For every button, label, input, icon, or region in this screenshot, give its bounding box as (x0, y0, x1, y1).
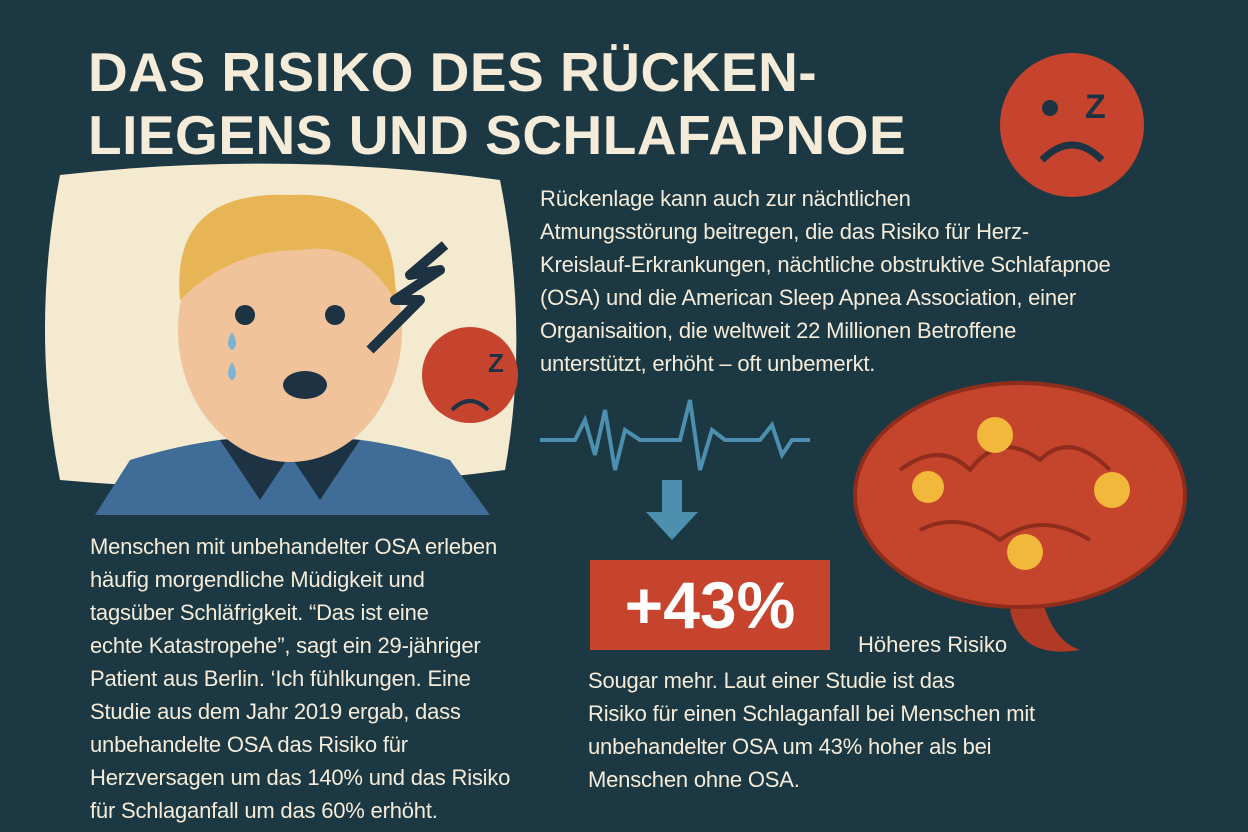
text-line: Sougar mehr. Laut einer Studie ist das (588, 668, 955, 693)
star (1094, 472, 1130, 508)
star (1007, 534, 1043, 570)
hair (179, 194, 396, 300)
text-line: häufig morgendliche Müdigkeit und (90, 567, 425, 592)
mouth (283, 371, 327, 399)
frown (1039, 141, 1105, 163)
text-line: echte Katastropehe”, sagt ein 29-jährige… (90, 633, 481, 658)
eye (1042, 100, 1058, 116)
z-icon: Z (1085, 88, 1106, 126)
text-line: tagsüber Schläfrigkeit. “Das ist eine (90, 600, 429, 625)
star (977, 417, 1013, 453)
text-line: unterstützt, erhöht – oft unbemerkt. (540, 351, 876, 376)
text-line: Patient aus Berlin. ‘Ich fühlkungen. Ein… (90, 666, 471, 691)
arrow (646, 480, 698, 540)
shirt (95, 435, 490, 515)
brain (853, 381, 1187, 609)
text-line: unbehandelter OSA um 43% hoher als bei (588, 734, 992, 759)
text-line: Kreislauf-Erkrankungen, nächtliche obstr… (540, 252, 1111, 277)
eye (325, 305, 345, 325)
sad-face-large (1000, 53, 1144, 197)
star (912, 471, 944, 503)
text-line: Rückenlage kann auch zur nächtlichen (540, 186, 911, 211)
tears (228, 332, 236, 380)
stars (912, 417, 1130, 570)
heartbeat (540, 399, 810, 471)
stat-label: Höheres Risiko (858, 632, 1008, 657)
intro-text: Rückenlage kann auch zur nächtlichen Atmu… (540, 182, 1111, 380)
text-line: Herzversagen um das 140% und das Risiko (90, 765, 511, 790)
title-line: LIEGENS UND SCHLAFAPNOE (88, 104, 907, 166)
face (178, 198, 402, 462)
eye (235, 305, 255, 325)
zigzag (366, 241, 449, 354)
text-line: Menschen ohne OSA. (588, 767, 800, 792)
text-line: (OSA) und die American Sleep Apnea Assoc… (540, 285, 1077, 310)
text-line: Organisaition, die weltweit 22 Millionen… (540, 318, 1017, 343)
text-line: Menschen mit unbehandelter OSA erleben (90, 534, 497, 559)
text-line: Risiko für einen Schlaganfall bei Mensch… (588, 701, 1035, 726)
left-text: Menschen mit unbehandelter OSA erleben hä… (90, 530, 510, 827)
frown (450, 399, 490, 412)
right-text: Sougar mehr. Laut einer Studie ist das Ri… (588, 664, 1035, 796)
title-line: DAS RISIKO DES RÜCKEN- (88, 41, 818, 103)
text-line: unbehandelte OSA das Risiko für (90, 732, 408, 757)
text-line: für Schlaganfall um das 60% erhöht. (90, 798, 438, 823)
stat-value: +43% (590, 560, 830, 650)
text-line: Studie aus dem Jahr 2019 ergab, dass (90, 699, 461, 724)
sad-face (422, 327, 518, 423)
text-line: Atmungsstörung beitregen, die das Risiko… (540, 219, 1029, 244)
z-icon: Z (488, 348, 504, 378)
